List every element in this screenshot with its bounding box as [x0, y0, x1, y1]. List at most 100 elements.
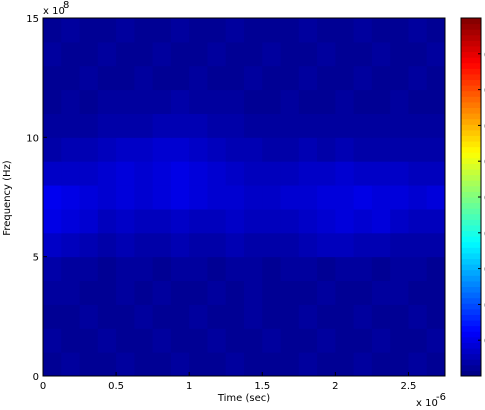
x-tick-label: 0 — [40, 381, 46, 392]
colorbar-swatch — [461, 68, 481, 75]
heatmap-cell — [97, 41, 117, 67]
heatmap-cell — [317, 185, 336, 210]
colorbar-swatch — [461, 185, 481, 192]
heatmap-cell — [390, 89, 409, 114]
heatmap-cell — [134, 65, 154, 91]
heatmap-cell — [335, 256, 355, 282]
heatmap-cell — [116, 161, 135, 186]
colorbar-swatch — [461, 113, 481, 120]
heatmap-cell — [134, 232, 154, 258]
heatmap-cell — [152, 352, 172, 377]
heatmap-cell — [43, 41, 62, 67]
colorbar-swatch — [461, 40, 481, 47]
heatmap-cell — [298, 161, 318, 186]
heatmap-cell — [116, 208, 135, 234]
colorbar-swatch — [461, 45, 481, 53]
y-tick-label: 15 — [26, 14, 39, 25]
heatmap-cell — [244, 113, 263, 138]
heatmap-cell — [207, 89, 227, 114]
heatmap-cell — [134, 89, 154, 114]
heatmap-cell — [61, 232, 81, 258]
colorbar-swatch — [461, 325, 481, 332]
heatmap-cell — [225, 18, 245, 43]
heatmap-cell — [408, 232, 428, 258]
heatmap-cell — [61, 113, 81, 138]
heatmap-cell — [225, 185, 245, 210]
colorbar-swatch — [461, 292, 481, 299]
heatmap-cell — [371, 208, 391, 234]
heatmap-cell — [225, 304, 245, 329]
x-tick-label: 0.5 — [108, 381, 124, 392]
heatmap-cell — [152, 232, 172, 258]
heatmap-cell — [189, 328, 208, 353]
heatmap-cell — [170, 280, 190, 305]
heatmap-cell — [152, 18, 172, 43]
heatmap-cell — [335, 328, 355, 353]
heatmap-cell — [426, 18, 446, 43]
colorbar-swatch — [461, 62, 481, 69]
colorbar-swatch — [461, 224, 481, 232]
heatmap-cell — [116, 280, 135, 305]
colorbar-swatch — [461, 118, 481, 125]
heatmap-cell — [244, 352, 263, 377]
heatmap-cell — [152, 137, 172, 162]
heatmap-cell — [317, 65, 336, 91]
colorbar-swatch — [461, 247, 481, 254]
heatmap-cell — [262, 208, 282, 234]
heatmap-cell — [189, 256, 208, 282]
heatmap-cell — [97, 89, 117, 114]
heatmap-cell — [353, 185, 373, 210]
heatmap-cell — [317, 208, 336, 234]
heatmap-cell — [170, 256, 190, 282]
heatmap-cell — [152, 89, 172, 114]
heatmap-cell — [43, 280, 62, 305]
heatmap-cell — [317, 137, 336, 162]
heatmap-cell — [79, 232, 99, 258]
heatmap-cell — [189, 161, 208, 186]
heatmap-cell — [317, 18, 336, 43]
heatmap-cell — [189, 208, 208, 234]
heatmap-cell — [61, 137, 81, 162]
x-axis-label: Time (sec) — [217, 393, 270, 404]
heatmap-cell — [134, 208, 154, 234]
heatmap-cell — [97, 137, 117, 162]
colorbar-swatch — [461, 297, 481, 304]
heatmap-cell — [408, 18, 428, 43]
heatmap-cell — [244, 161, 263, 186]
y-scale-power: 8 — [63, 0, 69, 11]
heatmap-cell — [390, 352, 409, 377]
heatmap-cell — [79, 352, 99, 377]
y-tick-label: 0 — [33, 372, 39, 383]
heatmap-cell — [170, 304, 190, 329]
heatmap-cell — [335, 18, 355, 43]
heatmap-cell — [79, 41, 99, 67]
colorbar-swatch — [461, 152, 481, 159]
heatmap-cell — [189, 137, 208, 162]
heatmap-cell — [371, 352, 391, 377]
heatmap-cell — [408, 304, 428, 329]
heatmap-cell — [408, 185, 428, 210]
heatmap-cell — [280, 185, 300, 210]
heatmap-cell — [61, 89, 81, 114]
heatmap-cell — [262, 304, 282, 329]
heatmap-cell — [371, 18, 391, 43]
heatmap-cell — [170, 352, 190, 377]
heatmap-cell — [61, 304, 81, 329]
heatmap-cell — [244, 89, 263, 114]
heatmap-cell — [207, 304, 227, 329]
heatmap-cell — [371, 256, 391, 282]
heatmap-cell — [170, 89, 190, 114]
heatmap-cell — [335, 185, 355, 210]
heatmap-cell — [280, 352, 300, 377]
heatmap-cell — [134, 328, 154, 353]
colorbar-swatch — [461, 269, 481, 276]
heatmap-cell — [116, 232, 135, 258]
heatmap-cell — [207, 18, 227, 43]
heatmap-cell — [280, 328, 300, 353]
heatmap-cell — [43, 256, 62, 282]
heatmap-cell — [152, 65, 172, 91]
colorbar-swatch — [461, 191, 481, 198]
heatmap-cell — [43, 89, 62, 114]
heatmap-cell — [61, 65, 81, 91]
